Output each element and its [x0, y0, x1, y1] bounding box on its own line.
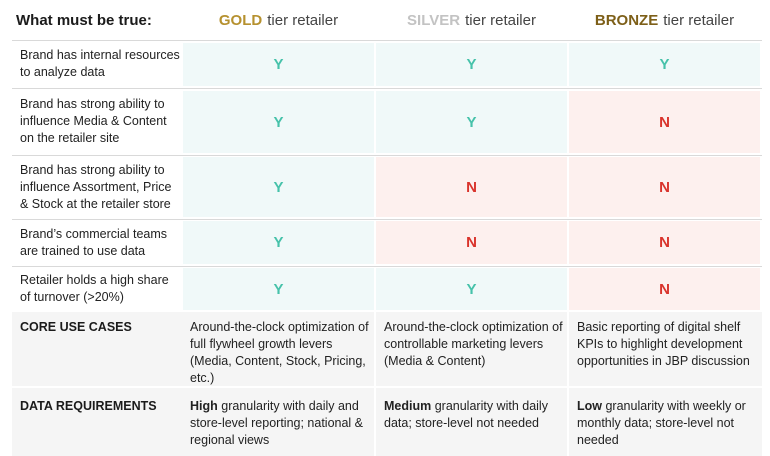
silver-tier-name: SILVER — [407, 11, 461, 29]
divider — [12, 40, 762, 41]
silver-data-requirement: Medium granularity with daily data; stor… — [384, 398, 554, 432]
silver-value: N — [376, 221, 567, 264]
divider — [12, 219, 762, 220]
divider — [374, 312, 376, 386]
divider — [374, 388, 376, 456]
silver-value: Y — [376, 43, 567, 86]
requirement-detail: granularity with daily data; store-level… — [384, 399, 548, 430]
divider — [12, 266, 762, 267]
silver-value: Y — [376, 268, 567, 310]
gold-tier-name: GOLD — [218, 11, 263, 29]
granularity-level: Medium — [384, 399, 432, 413]
bronze-value: N — [569, 268, 760, 310]
core-use-cases-label: CORE USE CASES — [20, 320, 132, 334]
gold-value: Y — [183, 91, 374, 153]
silver-value: N — [376, 157, 567, 217]
gold-tier-suffix: tier retailer — [267, 11, 339, 29]
core-use-cases-row — [12, 312, 762, 386]
gold-value: Y — [183, 43, 374, 86]
bronze-value: N — [569, 221, 760, 264]
criterion-label: Brand has strong ability to influence As… — [20, 162, 172, 211]
criterion-label: Brand has internal resources to analyze … — [20, 48, 180, 79]
requirement-detail: granularity with weekly or monthly data;… — [577, 399, 746, 447]
bronze-value: Y — [569, 43, 760, 86]
gold-use-case: Around-the-clock optimization of full fl… — [190, 320, 369, 385]
bronze-use-case: Basic reporting of digital shelf KPIs to… — [577, 320, 750, 368]
gold-value: Y — [183, 268, 374, 310]
granularity-level: Low — [577, 399, 602, 413]
criterion-label: Brand’s commercial teams are trained to … — [20, 226, 168, 258]
data-requirements-label: DATA REQUIREMENTS — [20, 399, 157, 413]
data-requirements-row — [12, 388, 762, 456]
silver-tier-header: SILVER tier retailer — [376, 0, 567, 40]
bronze-tier-header: BRONZE tier retailer — [569, 0, 760, 40]
gold-tier-header: GOLD tier retailer — [183, 0, 374, 40]
silver-use-case: Around-the-clock optimization of control… — [384, 320, 563, 368]
criterion-label: Brand has strong ability to influence Me… — [20, 96, 167, 145]
divider — [12, 88, 762, 89]
requirement-detail: granularity with daily and store-level r… — [190, 399, 364, 447]
criterion-label: Retailer holds a high share of turnover … — [20, 273, 169, 304]
granularity-level: High — [190, 399, 218, 413]
gold-data-requirement: High granularity with daily and store-le… — [190, 398, 368, 449]
gold-value: Y — [183, 157, 374, 217]
table-title: What must be true: — [16, 11, 152, 29]
bronze-tier-name: BRONZE — [594, 11, 659, 29]
divider — [567, 388, 569, 456]
bronze-tier-suffix: tier retailer — [663, 11, 735, 29]
silver-value: Y — [376, 91, 567, 153]
gold-value: Y — [183, 221, 374, 264]
bronze-value: N — [569, 157, 760, 217]
silver-tier-suffix: tier retailer — [465, 11, 536, 29]
divider — [12, 155, 762, 156]
divider — [567, 312, 569, 386]
bronze-value: N — [569, 91, 760, 153]
bronze-data-requirement: Low granularity with weekly or monthly d… — [577, 398, 755, 449]
